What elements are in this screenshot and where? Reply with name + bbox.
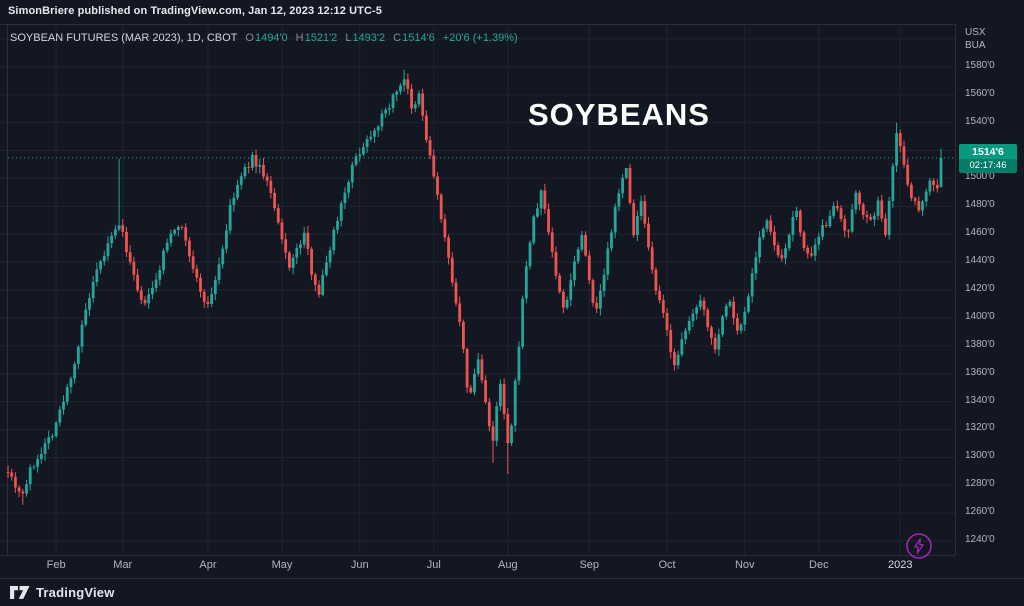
price-tick-label: 1380'0 xyxy=(965,338,995,350)
price-tick-label: 1580'0 xyxy=(965,59,995,71)
price-tick-label: 1240'0 xyxy=(965,534,995,546)
high-value: H 1521'2 xyxy=(295,32,338,44)
price-unit-label: USX xyxy=(965,27,986,38)
attribution-bar: SimonBriere published on TradingView.com… xyxy=(0,0,1024,24)
time-tick-label-oct: Oct xyxy=(658,559,676,571)
price-tick-label: 1400'0 xyxy=(965,310,995,322)
price-axis[interactable]: USX BUA 1514'6 02:17:46 1580'0 1560'0 1540… xyxy=(955,24,1024,555)
last-price-badge: 1514'6 02:17:46 xyxy=(959,143,1017,173)
price-tick-label: 1260'0 xyxy=(965,506,995,518)
price-tick-label: 1420'0 xyxy=(965,283,995,294)
price-tick-label: 1360'0 xyxy=(965,366,995,378)
time-tick-label-2023: 2023 xyxy=(888,559,913,571)
tradingview-brand[interactable]: TradingView xyxy=(10,585,115,600)
time-tick-label-jun: Jun xyxy=(350,559,369,571)
price-tick-label: 1300'0 xyxy=(965,450,995,462)
time-tick-label-dec: Dec xyxy=(809,559,829,571)
price-tick-label: 1500'0 xyxy=(965,171,995,183)
last-price-value: 1514'6 xyxy=(972,145,1004,158)
attribution-text: SimonBriere published on TradingView.com… xyxy=(8,5,382,17)
time-tick-label-may: May xyxy=(271,559,293,571)
price-tick-label: 1540'0 xyxy=(965,115,995,127)
price-unit-label2: BUA xyxy=(965,40,986,51)
tradingview-brand-text: TradingView xyxy=(36,585,115,600)
time-tick-label-nov: Nov xyxy=(734,559,755,571)
chart-title-watermark: SOYBEANS xyxy=(528,97,710,132)
price-tick-label: 1320'0 xyxy=(965,422,995,434)
price-tick-label: 1440'0 xyxy=(965,255,995,267)
price-tick-label: 1280'0 xyxy=(965,478,995,490)
time-tick-label-apr: Apr xyxy=(199,559,217,571)
time-tick-label-jul: Jul xyxy=(426,559,441,571)
time-tick-label-feb: Feb xyxy=(46,559,66,571)
time-tick-label-sep: Sep xyxy=(579,559,600,571)
price-tick-label: 1560'0 xyxy=(965,87,995,99)
chart-pane[interactable]: SOYBEAN FUTURES (MAR 2023), 1D, CBOT O 14… xyxy=(0,24,955,559)
price-tick-label: 1480'0 xyxy=(965,199,995,211)
tradingview-logo-icon xyxy=(10,586,30,599)
open-value: O 1494'0 xyxy=(245,32,288,44)
time-axis[interactable]: Feb Mar Apr May Jun Jul Aug Sep Oct Nov Dec 2023 xyxy=(0,555,955,577)
symbol-title[interactable]: SOYBEAN FUTURES (MAR 2023), 1D, CBOT xyxy=(10,32,238,44)
boost-lightning-icon[interactable] xyxy=(905,532,933,560)
time-tick-label-mar: Mar xyxy=(113,559,133,571)
price-tick-label: 1460'0 xyxy=(965,227,995,239)
symbol-legend: SOYBEAN FUTURES (MAR 2023), 1D, CBOT O 14… xyxy=(10,32,518,44)
time-tick-label-aug: Aug xyxy=(498,559,518,571)
low-value: L 1493'2 xyxy=(345,32,386,44)
candlestick-chart[interactable] xyxy=(0,25,955,555)
close-value: C 1514'6 xyxy=(393,32,435,44)
bar-countdown: 02:17:46 xyxy=(959,158,1017,173)
footer-bar: TradingView xyxy=(0,578,1024,606)
change-value: +20'6 (+1.39%) xyxy=(442,32,518,44)
price-tick-label: 1340'0 xyxy=(965,394,995,406)
